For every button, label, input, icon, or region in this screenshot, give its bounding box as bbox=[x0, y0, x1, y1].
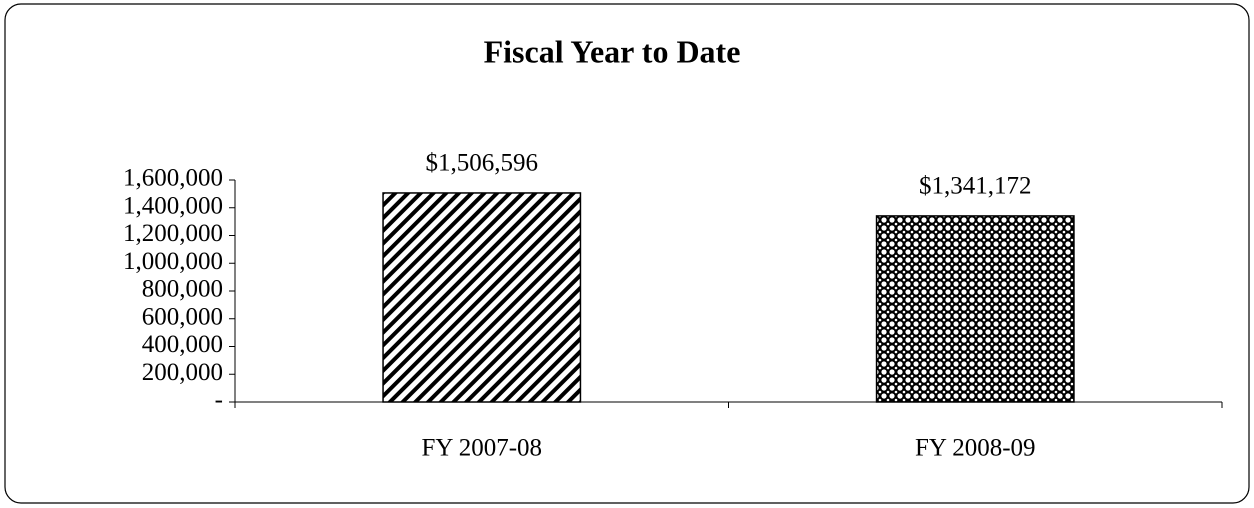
data-label: $1,341,172 bbox=[919, 173, 1032, 200]
y-tick-label: 400,000 bbox=[142, 331, 223, 358]
y-tick-label: 1,200,000 bbox=[123, 220, 223, 247]
chart-frame bbox=[4, 3, 1250, 504]
y-tick-label: - bbox=[215, 387, 223, 414]
y-tick-label: 1,600,000 bbox=[123, 165, 223, 192]
y-tick-label: 1,400,000 bbox=[123, 192, 223, 219]
y-tick-label: 600,000 bbox=[142, 303, 223, 330]
y-tick-label: 1,000,000 bbox=[123, 248, 223, 275]
y-tick-label: 200,000 bbox=[142, 359, 223, 386]
chart-title: Fiscal Year to Date bbox=[484, 33, 741, 69]
y-tick-label: 800,000 bbox=[142, 276, 223, 303]
x-tick-label: FY 2007-08 bbox=[421, 435, 542, 462]
bar bbox=[875, 215, 1075, 403]
data-label: $1,506,596 bbox=[426, 150, 539, 177]
x-tick-label: FY 2008-09 bbox=[915, 435, 1036, 462]
bar bbox=[382, 192, 582, 403]
